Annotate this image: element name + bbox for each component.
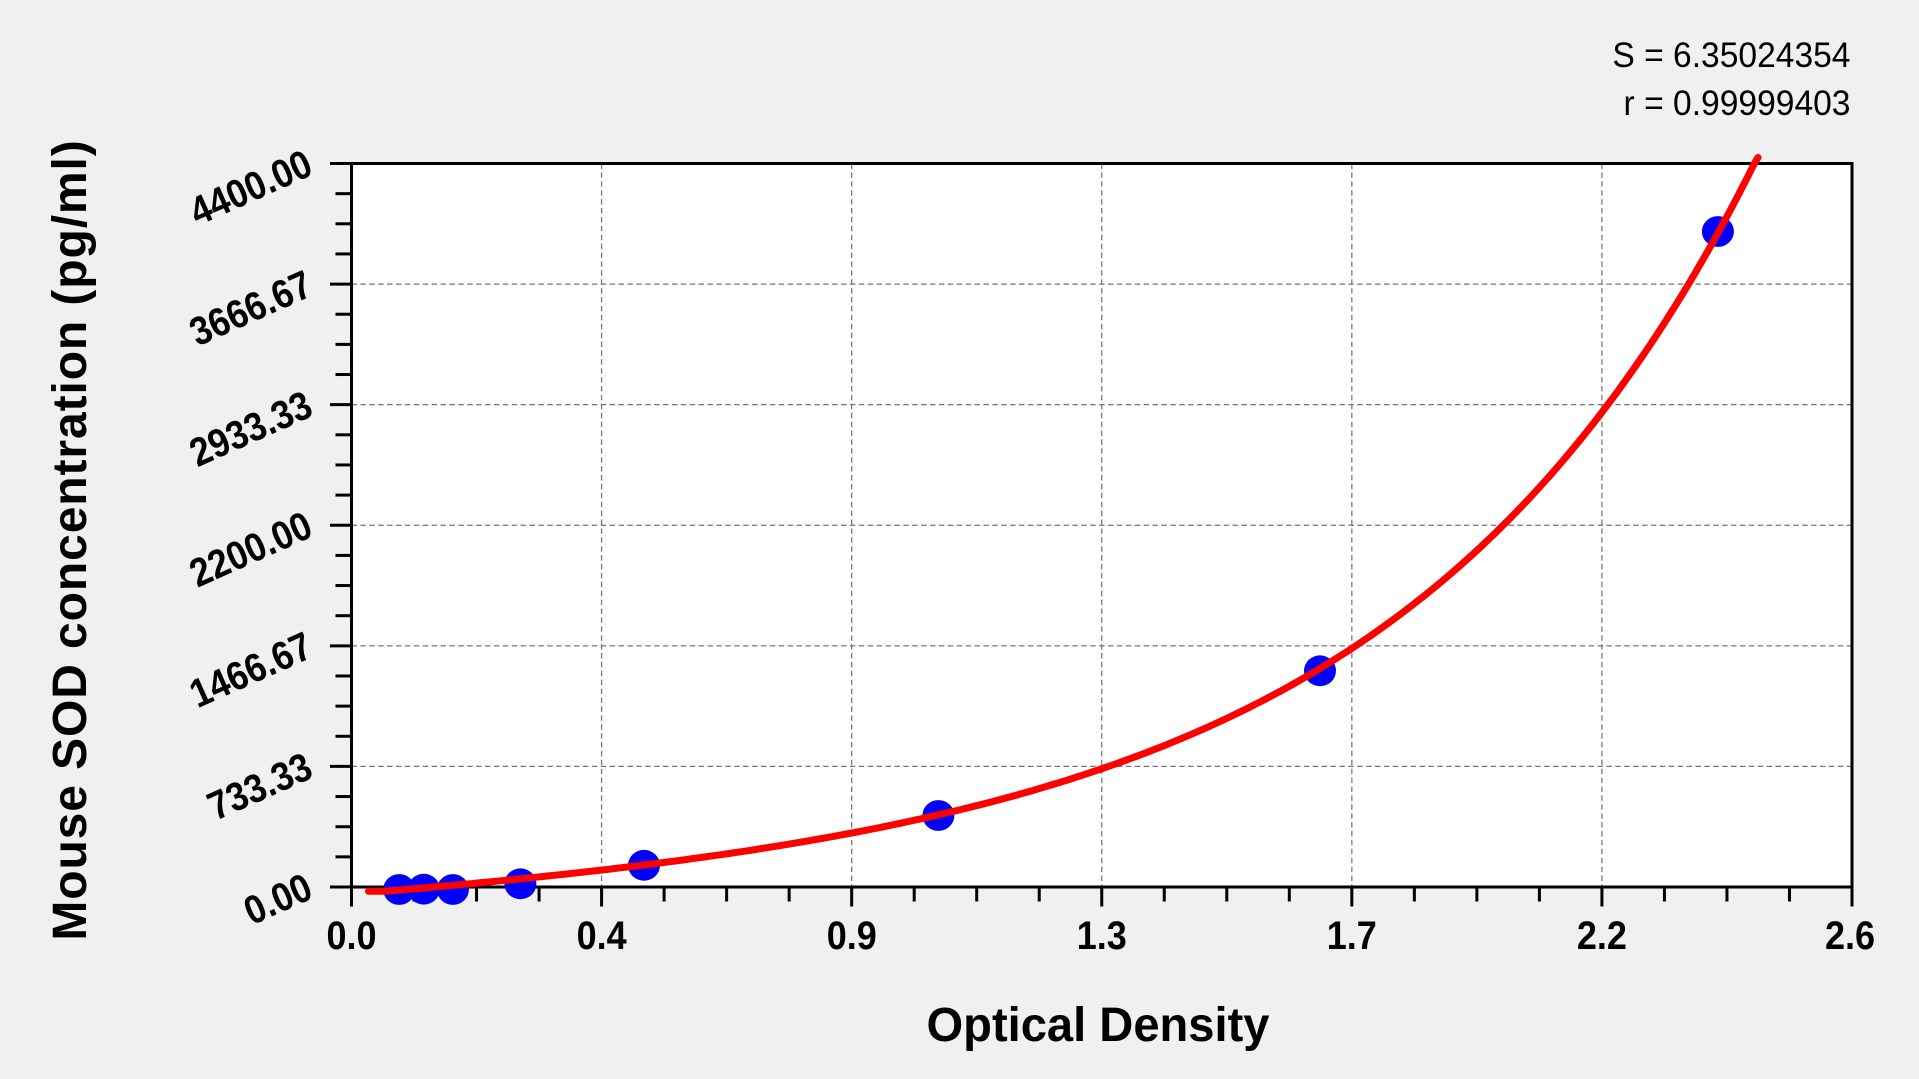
- svg-text:1.3: 1.3: [1077, 914, 1127, 958]
- svg-text:0.0: 0.0: [326, 914, 376, 958]
- svg-text:0.9: 0.9: [827, 914, 877, 958]
- svg-text:2.2: 2.2: [1577, 914, 1627, 958]
- svg-text:r = 0.99999403: r = 0.99999403: [1624, 85, 1851, 124]
- svg-text:Mouse SOD concentration (pg/ml: Mouse SOD concentration (pg/ml): [44, 139, 97, 940]
- svg-text:0.4: 0.4: [577, 914, 627, 958]
- svg-text:Optical Density: Optical Density: [927, 999, 1271, 1052]
- svg-text:2.6: 2.6: [1825, 914, 1875, 958]
- svg-text:1.7: 1.7: [1327, 914, 1377, 958]
- svg-text:S = 6.35024354: S = 6.35024354: [1612, 37, 1850, 76]
